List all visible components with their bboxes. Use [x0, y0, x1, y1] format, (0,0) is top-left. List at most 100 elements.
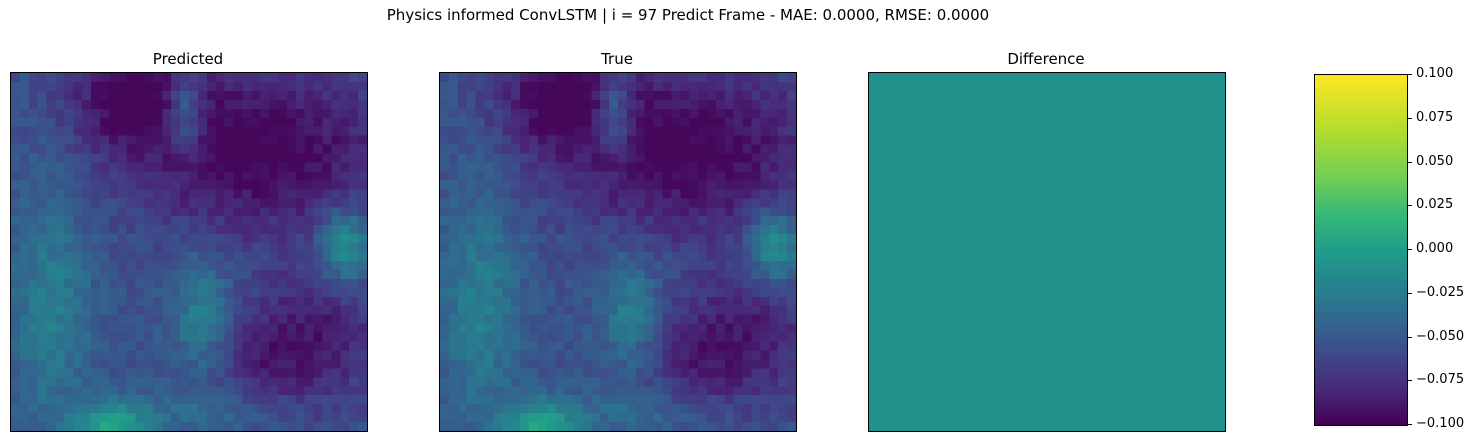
heatmap-cell	[529, 198, 539, 208]
heatmap-cell	[769, 359, 779, 369]
heatmap-cell	[653, 278, 663, 288]
heatmap-cell	[171, 99, 181, 109]
heatmap-cell	[466, 287, 476, 297]
heatmap-cell	[126, 332, 136, 342]
heatmap-cell	[55, 341, 65, 351]
heatmap-cell	[340, 171, 350, 181]
heatmap-cell	[448, 81, 458, 92]
heatmap-cell	[171, 323, 181, 333]
heatmap-cell	[778, 180, 788, 190]
heatmap-cell	[11, 413, 21, 423]
heatmap-cell	[313, 278, 323, 288]
heatmap-cell	[55, 332, 65, 342]
heatmap-cell	[82, 332, 92, 342]
heatmap-cell	[546, 368, 556, 378]
heatmap-cell	[520, 81, 530, 92]
heatmap-cell	[349, 126, 359, 136]
heatmap-cell	[457, 269, 467, 280]
heatmap-cell	[555, 260, 565, 271]
heatmap-cell	[689, 198, 699, 208]
heatmap-cell	[28, 404, 38, 414]
heatmap-cell	[546, 198, 556, 208]
heatmap-cell	[466, 296, 476, 306]
heatmap-cell	[591, 234, 601, 244]
heatmap-cell	[502, 296, 512, 306]
heatmap-cell	[493, 368, 503, 378]
heatmap-cell	[189, 314, 199, 324]
heatmap-cell	[787, 225, 796, 235]
heatmap-cell	[189, 108, 199, 118]
heatmap-cell	[448, 260, 458, 271]
heatmap-cell	[233, 90, 243, 101]
heatmap-cell	[55, 189, 65, 199]
heatmap-cell	[751, 332, 761, 342]
heatmap-cell	[286, 198, 296, 208]
heatmap-cell	[520, 189, 530, 199]
heatmap-cell	[286, 341, 296, 351]
heatmap-cell	[340, 260, 350, 271]
heatmap-cell	[644, 243, 654, 253]
heatmap-cell	[46, 386, 56, 396]
heatmap-cell	[224, 234, 234, 244]
heatmap-cell	[100, 135, 110, 145]
heatmap-cell	[135, 377, 145, 387]
heatmap-cell	[73, 180, 83, 190]
heatmap-cell	[11, 377, 21, 387]
heatmap-cell	[564, 153, 574, 163]
heatmap-cell	[331, 269, 341, 280]
heatmap-cell	[144, 252, 154, 262]
heatmap-cell	[787, 404, 796, 414]
heatmap-cell	[787, 243, 796, 253]
heatmap-cell	[278, 189, 288, 199]
heatmap-cell	[224, 108, 234, 118]
heatmap-cell	[55, 243, 65, 253]
heatmap-cell	[358, 359, 367, 369]
heatmap-cell	[609, 117, 619, 127]
heatmap-cell	[46, 117, 56, 127]
heatmap-cell	[573, 153, 583, 163]
heatmap-cell	[609, 359, 619, 369]
heatmap-cell	[37, 135, 47, 145]
heatmap-cell	[618, 395, 628, 405]
heatmap-cell	[546, 332, 556, 342]
heatmap-cell	[251, 73, 261, 83]
heatmap-cell	[153, 413, 163, 423]
heatmap-cell	[626, 287, 636, 297]
heatmap-cell	[242, 153, 252, 163]
heatmap-cell	[466, 234, 476, 244]
heatmap-cell	[206, 153, 216, 163]
heatmap-cell	[331, 359, 341, 369]
heatmap-cell	[82, 377, 92, 387]
heatmap-cell	[440, 296, 450, 306]
heatmap-cell	[144, 162, 154, 172]
heatmap-cell	[466, 198, 476, 208]
heatmap-cell	[64, 108, 74, 118]
heatmap-cell	[555, 162, 565, 172]
heatmap-cell	[251, 359, 261, 369]
heatmap-cell	[278, 260, 288, 271]
heatmap-cell	[742, 99, 752, 109]
heatmap-cell	[340, 189, 350, 199]
heatmap-cell	[55, 144, 65, 154]
heatmap-cell	[162, 296, 172, 306]
heatmap-cell	[91, 252, 101, 262]
heatmap-cell	[313, 153, 323, 163]
heatmap-cell	[484, 323, 494, 333]
heatmap-cell	[135, 153, 145, 163]
heatmap-cell	[358, 287, 367, 297]
heatmap-cell	[618, 341, 628, 351]
heatmap-cell	[331, 341, 341, 351]
heatmap-cell	[340, 243, 350, 253]
heatmap-cell	[233, 359, 243, 369]
heatmap-cell	[91, 377, 101, 387]
heatmap-cell	[73, 126, 83, 136]
heatmap-cell	[618, 234, 628, 244]
heatmap-cell	[618, 216, 628, 226]
heatmap-cell	[313, 216, 323, 226]
heatmap-cell	[626, 90, 636, 101]
heatmap-cell	[653, 81, 663, 92]
heatmap-cell	[269, 252, 279, 262]
heatmap-cell	[724, 73, 734, 83]
heatmap-cell	[689, 341, 699, 351]
heatmap-cell	[778, 269, 788, 280]
